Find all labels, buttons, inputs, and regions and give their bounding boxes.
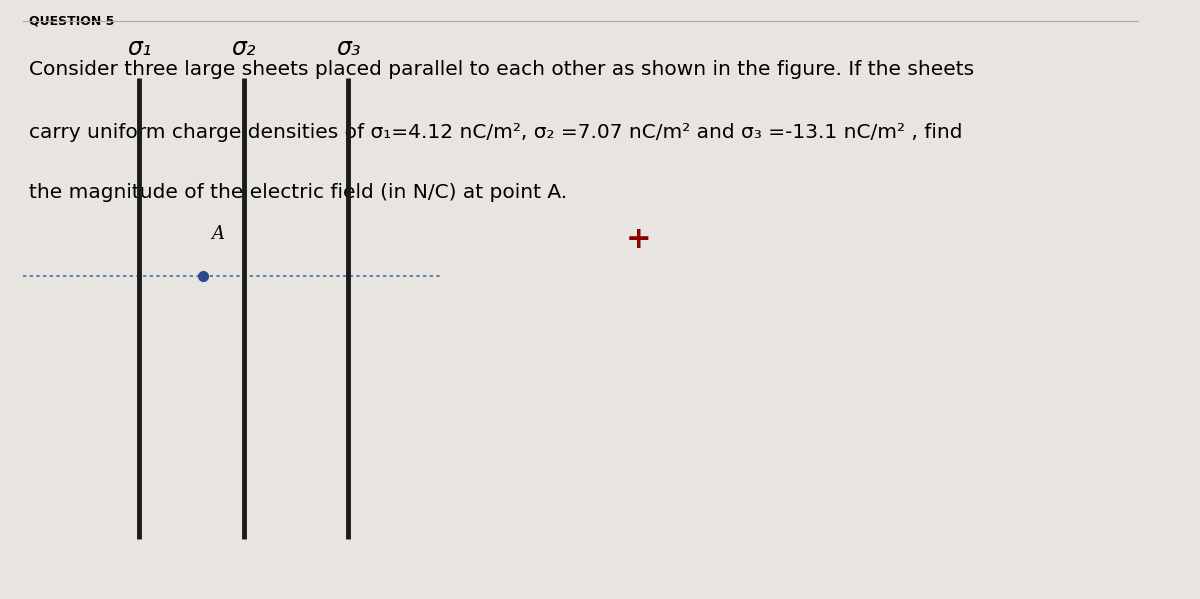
Text: σ₃: σ₃ <box>336 36 361 60</box>
Text: QUESTION 5: QUESTION 5 <box>29 15 114 28</box>
Text: +: + <box>626 225 652 254</box>
Text: σ₂: σ₂ <box>232 36 256 60</box>
Text: A: A <box>211 225 224 243</box>
Text: the magnitude of the electric field (in N/C) at point A.: the magnitude of the electric field (in … <box>29 183 568 202</box>
Text: carry uniform charge densities of σ₁=4.12 nC/m², σ₂ =7.07 nC/m² and σ₃ =-13.1 nC: carry uniform charge densities of σ₁=4.1… <box>29 123 962 142</box>
Text: Consider three large sheets placed parallel to each other as shown in the figure: Consider three large sheets placed paral… <box>29 60 974 79</box>
Text: σ₁: σ₁ <box>127 36 151 60</box>
